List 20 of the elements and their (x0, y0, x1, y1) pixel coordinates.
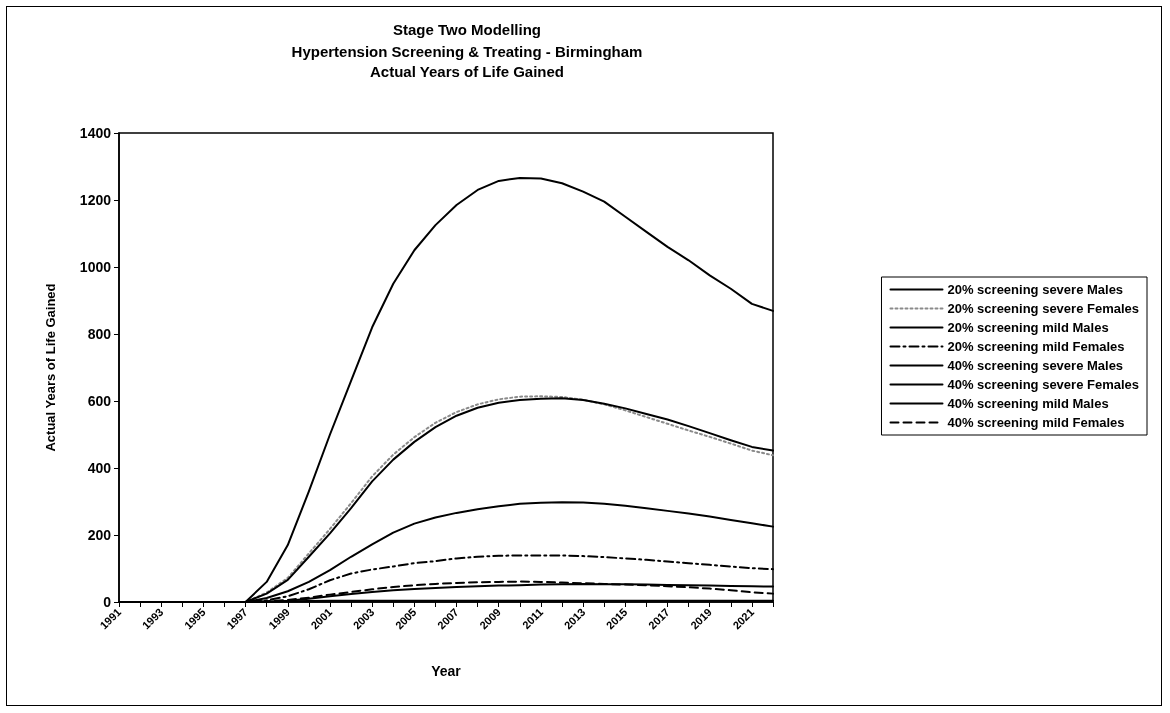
legend-label: 40% screening severe Females (947, 377, 1140, 392)
y-tick-label: 1200 (79, 192, 112, 208)
x-axis-title: Year (431, 663, 462, 679)
legend-label: 20% screening severe Males (947, 282, 1124, 297)
chart-title: Stage Two Modelling (392, 21, 542, 38)
legend-label: 20% screening mild Females (947, 339, 1125, 354)
y-tick-label: 1000 (79, 259, 112, 275)
y-tick-label: 800 (87, 326, 112, 342)
legend-label: 40% screening mild Females (947, 415, 1125, 430)
y-tick-label: 200 (87, 527, 112, 543)
y-tick-label: 400 (87, 460, 112, 476)
y-tick-label: 600 (87, 393, 112, 409)
legend-label: 40% screening severe Males (947, 358, 1124, 373)
y-axis-title: Actual Years of Life Gained (43, 283, 58, 452)
legend-label: 20% screening severe Females (947, 301, 1140, 316)
y-tick-label: 0 (103, 594, 112, 610)
legend-label: 40% screening mild Males (947, 396, 1109, 411)
y-tick-label: 1400 (79, 125, 112, 141)
legend-label: 20% screening mild Males (947, 320, 1109, 335)
chart-subtitle: Hypertension Screening & Treating - Birmingham Actual Years of Life Gained (291, 42, 643, 80)
